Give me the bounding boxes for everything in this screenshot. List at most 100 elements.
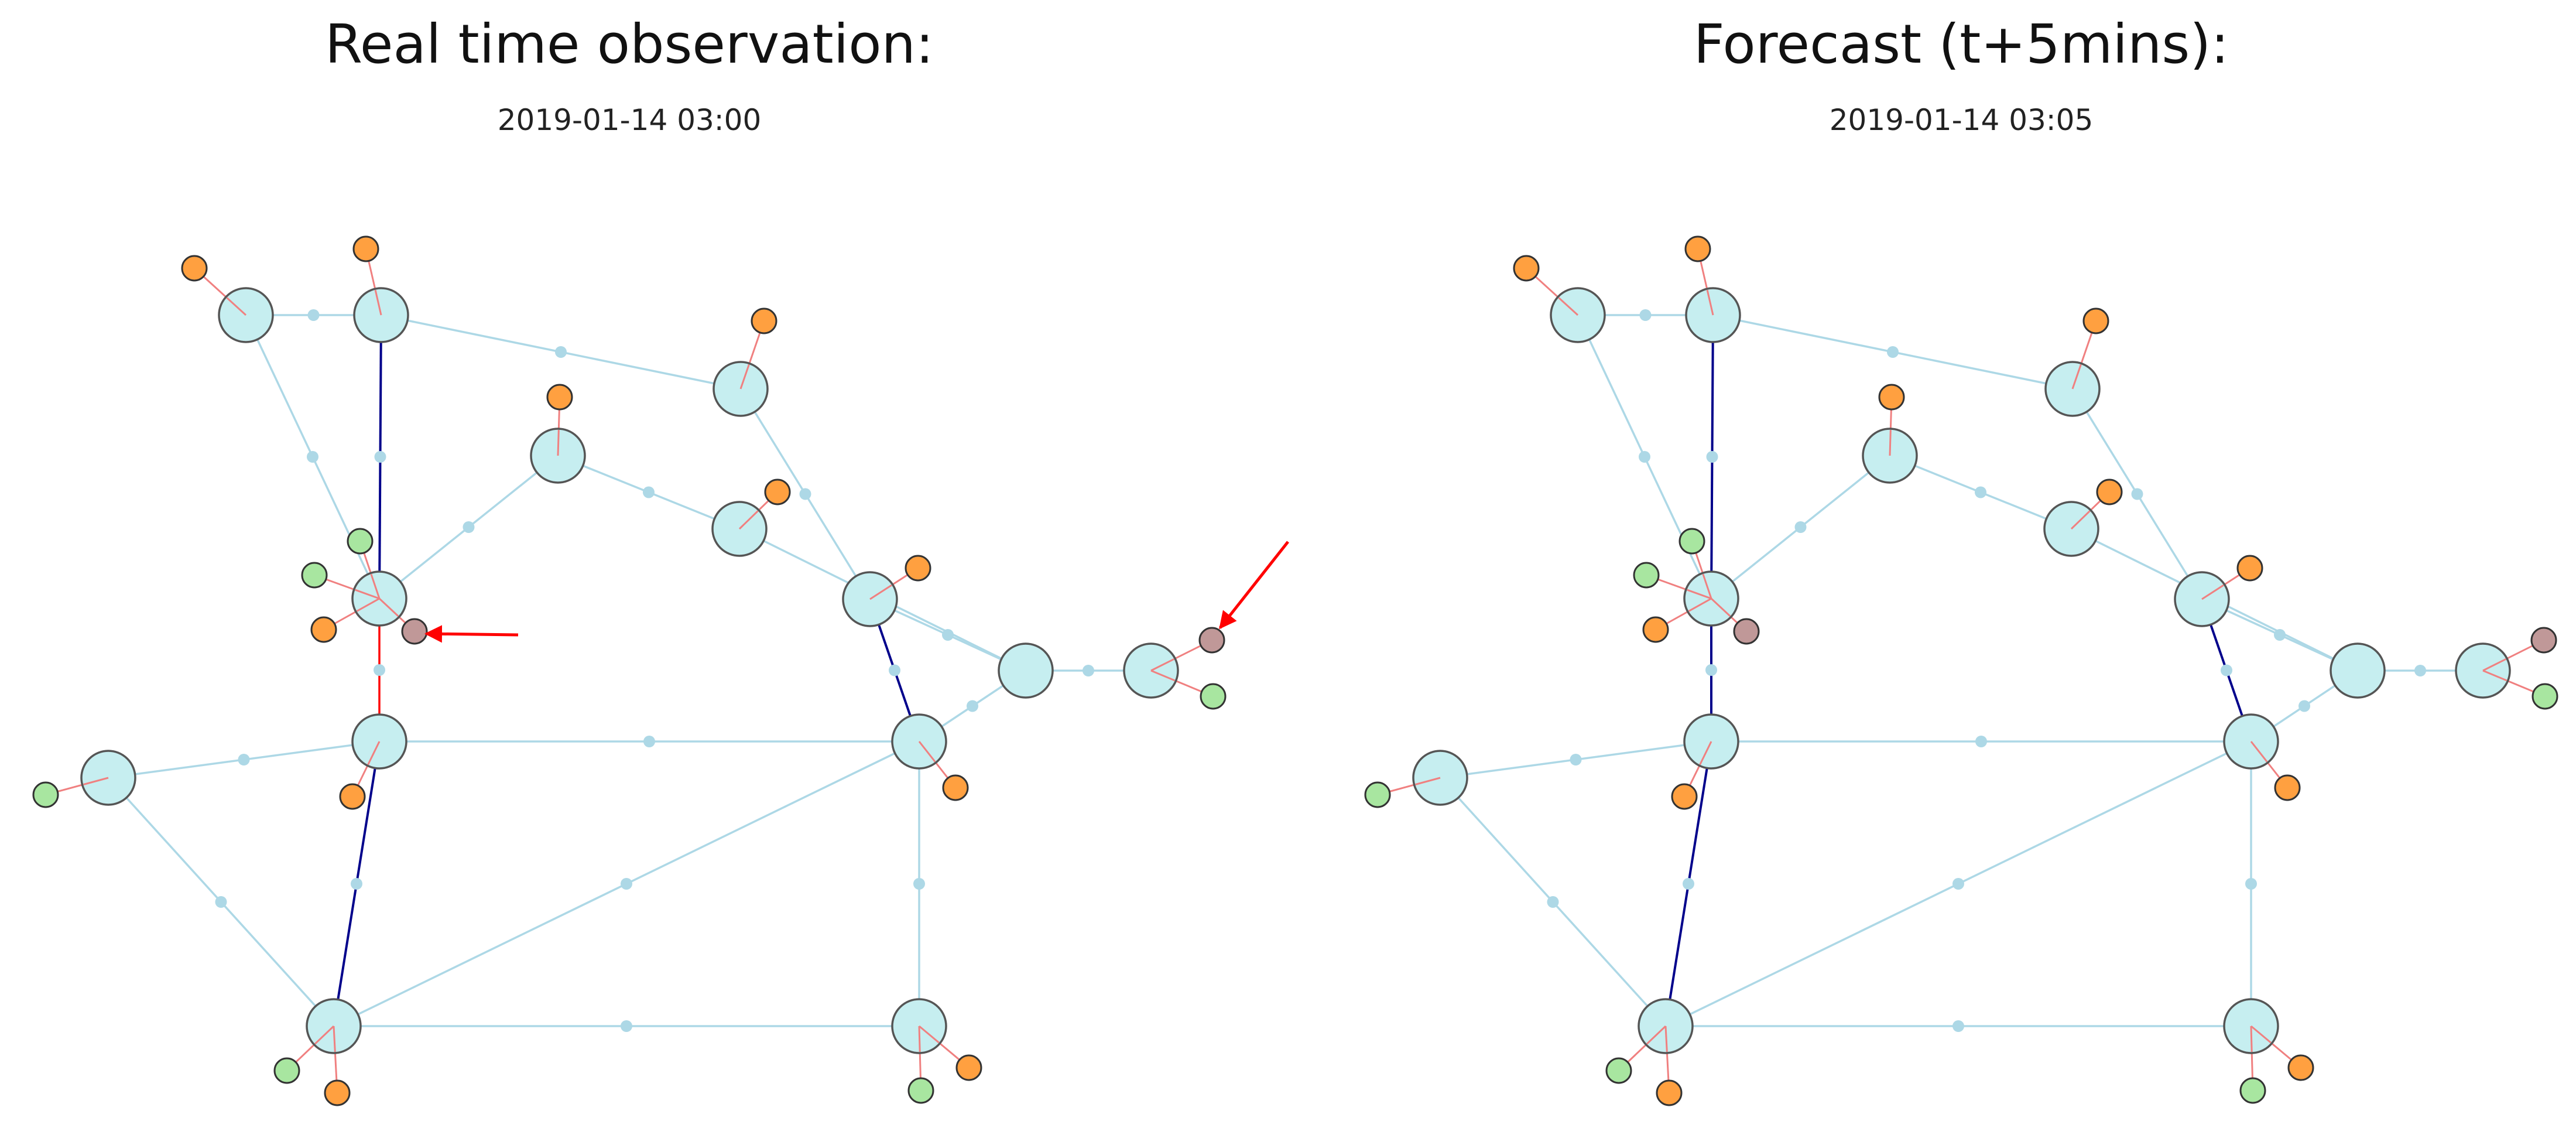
- load-14[interactable]: [942, 774, 969, 801]
- substation-7[interactable]: [998, 642, 1054, 699]
- line-midpoint-L10-13: [2245, 878, 2257, 890]
- spoke-1: [374, 289, 382, 316]
- line-midpoint-L1-5: [1706, 451, 1718, 463]
- load-0[interactable]: [181, 255, 208, 282]
- spoke-1: [1706, 289, 1714, 316]
- load-2[interactable]: [2082, 307, 2109, 334]
- line-midpoint-L9-10: [1975, 736, 1987, 747]
- load-18[interactable]: [955, 1054, 982, 1081]
- disconnected-element-9[interactable]: [1733, 618, 1760, 645]
- load-5[interactable]: [905, 555, 931, 582]
- line-midpoint-L9-11: [1570, 754, 1582, 765]
- load-12[interactable]: [339, 783, 366, 810]
- spoke-3: [557, 429, 560, 456]
- spoke-6: [370, 573, 381, 599]
- disconnected-element-9[interactable]: [401, 618, 428, 645]
- spoke-11: [1150, 669, 1176, 682]
- generator-7[interactable]: [301, 562, 328, 589]
- load-2[interactable]: [751, 307, 777, 334]
- load-8[interactable]: [1642, 616, 1669, 643]
- annotation-arrow-right: [1219, 541, 1289, 630]
- line-midpoint-L5-7: [1683, 878, 1694, 890]
- spoke-10: [1150, 658, 1175, 672]
- generator-6[interactable]: [347, 528, 374, 555]
- load-4[interactable]: [764, 479, 791, 505]
- line-midpoint-L5-7: [351, 878, 362, 890]
- line-midpoint-L0-5: [1639, 451, 1650, 463]
- grid-elements: [32, 235, 1227, 1106]
- generator-11[interactable]: [1200, 683, 1227, 710]
- line-midpoint-L9-11: [238, 754, 250, 765]
- load-4[interactable]: [2096, 479, 2123, 505]
- load-1[interactable]: [352, 235, 379, 262]
- generator-15[interactable]: [273, 1057, 300, 1084]
- line-midpoint-L3-4: [643, 486, 655, 498]
- transmission-lines: [1439, 309, 2483, 1032]
- line-midpoint-L0-1: [307, 309, 320, 321]
- load-1[interactable]: [1684, 235, 1711, 262]
- substation-spokes: [83, 289, 1176, 1052]
- generator-13[interactable]: [32, 781, 59, 808]
- line-midpoint-L12-10: [1952, 878, 1964, 890]
- spoke-9: [378, 597, 399, 617]
- line-midpoint-L1-2: [1887, 346, 1899, 358]
- line-midpoint-L5-3: [463, 521, 475, 533]
- generator-17[interactable]: [2239, 1077, 2266, 1104]
- load-3[interactable]: [1878, 384, 1905, 411]
- substation-7[interactable]: [2330, 642, 2386, 699]
- line-midpoint-L6-10: [889, 664, 900, 676]
- load-14[interactable]: [2274, 774, 2301, 801]
- line-midpoint-L1-5: [374, 451, 386, 463]
- spoke-18: [919, 1025, 940, 1044]
- load-12[interactable]: [1671, 783, 1698, 810]
- generator-11[interactable]: [2532, 683, 2558, 710]
- line-midpoint-L2-6: [2131, 488, 2143, 500]
- spoke-17: [2250, 1026, 2253, 1052]
- observation-title: Real time observation:: [325, 13, 934, 76]
- transmission-lines: [107, 309, 1151, 1032]
- spoke-10: [2482, 658, 2507, 672]
- observation-panel: Real time observation: 2019-01-14 03:00: [32, 13, 1289, 1106]
- line-midpoint-L2-6: [799, 488, 811, 500]
- generator-13[interactable]: [1364, 781, 1391, 808]
- forecast-timestamp: 2019-01-14 03:05: [1829, 103, 2094, 137]
- annotation-arrow-left: [424, 625, 519, 643]
- load-0[interactable]: [1513, 255, 1540, 282]
- spoke-5: [869, 584, 892, 600]
- disconnected-element-10[interactable]: [1198, 627, 1225, 654]
- line-midpoint-L9-10: [643, 736, 655, 747]
- generator-7[interactable]: [1633, 562, 1660, 589]
- line-midpoint-L11-12: [1547, 896, 1559, 908]
- line-midpoint-L12-13: [621, 1020, 632, 1032]
- line-midpoint-L0-1: [1639, 309, 1652, 321]
- load-8[interactable]: [310, 616, 337, 643]
- line-midpoint-L1-2: [555, 346, 567, 358]
- spoke-18: [2250, 1025, 2272, 1044]
- load-5[interactable]: [2236, 555, 2263, 582]
- load-3[interactable]: [546, 384, 573, 411]
- line-midpoint-L10-13: [913, 878, 925, 890]
- spoke-13: [1415, 777, 1441, 785]
- spoke-12: [367, 741, 381, 765]
- spoke-15: [1646, 1025, 1667, 1045]
- spoke-8: [1688, 597, 1712, 612]
- line-midpoint-L11-12: [215, 896, 227, 908]
- generator-6[interactable]: [1678, 528, 1705, 555]
- generator-15[interactable]: [1605, 1057, 1632, 1084]
- generator-17[interactable]: [907, 1077, 934, 1104]
- spoke-4: [2070, 510, 2091, 530]
- load-16[interactable]: [1656, 1079, 1683, 1106]
- spoke-2: [2071, 364, 2082, 389]
- spoke-14: [918, 741, 936, 763]
- spoke-14: [2250, 741, 2268, 763]
- load-16[interactable]: [324, 1079, 351, 1106]
- spoke-17: [918, 1026, 921, 1052]
- spoke-7: [355, 589, 380, 600]
- disconnected-element-10[interactable]: [2530, 627, 2557, 654]
- spoke-11: [2482, 669, 2508, 682]
- line-midpoint-L7-8: [2414, 665, 2426, 676]
- observation-timestamp: 2019-01-14 03:00: [497, 103, 762, 137]
- grid-elements: [1364, 235, 2558, 1106]
- load-18[interactable]: [2287, 1054, 2314, 1081]
- observation-grid-diagram: [32, 235, 1289, 1106]
